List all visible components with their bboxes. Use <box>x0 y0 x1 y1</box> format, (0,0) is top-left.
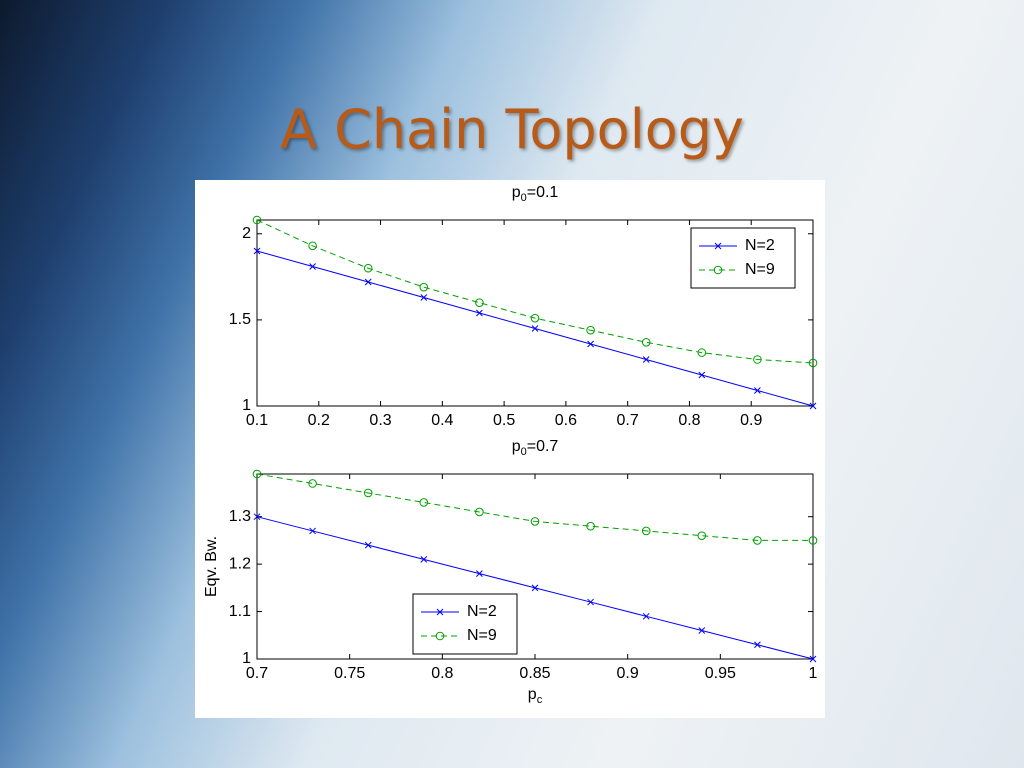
marker <box>253 247 261 255</box>
x-tick-label: 0.7 <box>617 412 639 429</box>
legend-marker <box>435 631 445 641</box>
y-axis-label: Eqv. Bw. <box>203 536 220 597</box>
marker <box>363 263 373 273</box>
x-tick-label: 0.95 <box>705 665 736 682</box>
chart-title-part: p <box>512 184 521 201</box>
marker <box>809 655 817 663</box>
marker <box>697 531 707 540</box>
chart-title-part: 0 <box>521 446 527 458</box>
x-tick-label: 0.7 <box>246 665 268 682</box>
plot-area <box>256 473 814 660</box>
x-tick-label: 0.5 <box>493 412 515 429</box>
marker <box>364 278 372 286</box>
legend-box <box>690 227 796 289</box>
marker <box>753 536 762 545</box>
x-tick-label: 0.2 <box>308 412 330 429</box>
marker <box>308 241 317 251</box>
legend-marker <box>713 265 723 275</box>
x-tick-label: 1 <box>809 665 818 682</box>
marker <box>475 507 484 517</box>
x-tick-label: 0.85 <box>519 665 550 682</box>
chart-title: p0=0.1 <box>512 184 559 204</box>
marker <box>642 612 650 620</box>
marker <box>698 627 706 634</box>
marker <box>252 469 262 479</box>
marker <box>475 298 484 307</box>
marker <box>419 282 429 292</box>
legend-label: N=9 <box>745 261 775 278</box>
marker <box>586 325 595 335</box>
marker <box>364 541 372 549</box>
marker <box>531 584 539 592</box>
chart-title-part: =0.7 <box>527 438 559 455</box>
y-tick-label: 1 <box>242 650 251 667</box>
chart-title-part: 0 <box>521 192 527 204</box>
marker <box>586 521 595 531</box>
marker <box>754 387 761 394</box>
y-tick-label: 1.2 <box>229 555 251 572</box>
marker <box>587 340 594 348</box>
marker <box>531 325 539 332</box>
marker <box>309 263 316 270</box>
marker <box>808 536 818 545</box>
legend-label: N=2 <box>745 237 775 254</box>
series-line <box>256 219 814 364</box>
marker <box>252 215 262 225</box>
y-tick-label: 1.5 <box>229 311 251 328</box>
marker <box>530 313 540 323</box>
marker <box>530 517 540 526</box>
marker <box>309 527 316 535</box>
marker <box>642 356 650 363</box>
chart-title: p0=0.7 <box>512 438 559 458</box>
x-tick-label: 0.8 <box>678 412 700 429</box>
marker <box>308 479 317 488</box>
y-tick-label: 1 <box>242 397 251 414</box>
x-axis-label-part: c <box>537 694 543 706</box>
x-tick-label: 0.4 <box>431 412 453 429</box>
legend-label: N=9 <box>467 627 497 644</box>
marker <box>476 309 483 317</box>
series-line <box>256 473 813 541</box>
x-tick-label: 0.3 <box>369 412 391 429</box>
marker <box>420 294 428 301</box>
legend-label: N=2 <box>467 603 497 620</box>
y-tick-label: 1.1 <box>229 603 251 620</box>
marker <box>420 556 428 563</box>
marker <box>641 337 651 347</box>
x-tick-label: 0.1 <box>246 412 268 429</box>
slide-title: A Chain Topology <box>280 98 744 161</box>
x-tick-label: 0.9 <box>617 665 639 682</box>
x-tick-label: 0.75 <box>334 665 365 682</box>
x-axis-label: pc <box>528 686 543 706</box>
marker <box>476 570 483 577</box>
x-axis-label-part: p <box>528 686 537 703</box>
x-tick-label: 0.8 <box>431 665 453 682</box>
marker <box>809 402 817 410</box>
marker <box>253 513 261 521</box>
marker <box>641 526 651 536</box>
marker <box>419 498 429 507</box>
marker <box>808 358 818 368</box>
y-tick-label: 2 <box>242 225 251 242</box>
marker <box>753 355 762 364</box>
y-tick-label: 1.3 <box>229 508 251 525</box>
legend-marker <box>714 242 722 250</box>
legend-box <box>412 593 518 655</box>
marker <box>697 348 707 357</box>
chart-title-part: p <box>512 438 521 455</box>
marker <box>754 641 761 649</box>
marker <box>698 371 706 379</box>
marker <box>363 488 373 498</box>
marker <box>587 598 594 606</box>
x-tick-label: 0.9 <box>740 412 762 429</box>
x-tick-label: 0.6 <box>555 412 577 429</box>
legend-marker <box>436 608 444 616</box>
chart-title-part: =0.1 <box>527 184 559 201</box>
